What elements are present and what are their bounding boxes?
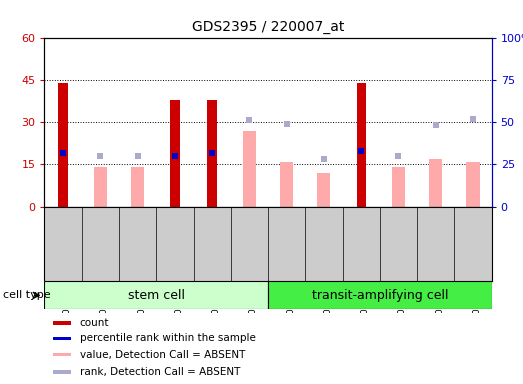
Bar <box>392 167 405 207</box>
Bar <box>429 159 442 207</box>
Bar <box>59 83 68 207</box>
Bar <box>53 353 71 356</box>
Text: transit-amplifying cell: transit-amplifying cell <box>312 289 448 302</box>
Bar <box>280 162 293 207</box>
Text: count: count <box>79 318 109 328</box>
Bar <box>170 99 179 207</box>
Bar <box>44 281 268 309</box>
Bar <box>467 162 480 207</box>
Bar <box>53 337 71 340</box>
Bar <box>94 167 107 207</box>
Bar <box>53 321 71 325</box>
Bar <box>268 281 492 309</box>
Text: rank, Detection Call = ABSENT: rank, Detection Call = ABSENT <box>79 367 240 377</box>
Text: percentile rank within the sample: percentile rank within the sample <box>79 333 255 344</box>
Bar <box>208 99 217 207</box>
Bar <box>53 370 71 374</box>
Title: GDS2395 / 220007_at: GDS2395 / 220007_at <box>192 20 344 34</box>
Text: value, Detection Call = ABSENT: value, Detection Call = ABSENT <box>79 349 245 360</box>
Text: cell type: cell type <box>3 290 50 300</box>
Bar <box>317 173 331 207</box>
Text: stem cell: stem cell <box>128 289 185 302</box>
Bar <box>357 83 366 207</box>
Bar <box>131 167 144 207</box>
Bar <box>243 131 256 207</box>
